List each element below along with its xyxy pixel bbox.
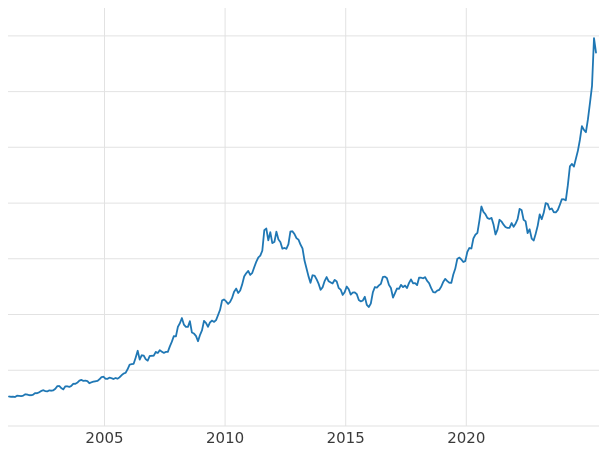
x-axis-tick-labels: 2005 2010 2015 2020 [85,429,485,447]
gridlines [8,8,599,427]
x-tick-label: 2010 [206,429,244,447]
x-tick-label: 2015 [327,429,365,447]
x-tick-label: 2020 [447,429,485,447]
price-line [8,37,597,398]
x-tick-label: 2005 [85,429,123,447]
price-series-polyline [8,37,597,398]
